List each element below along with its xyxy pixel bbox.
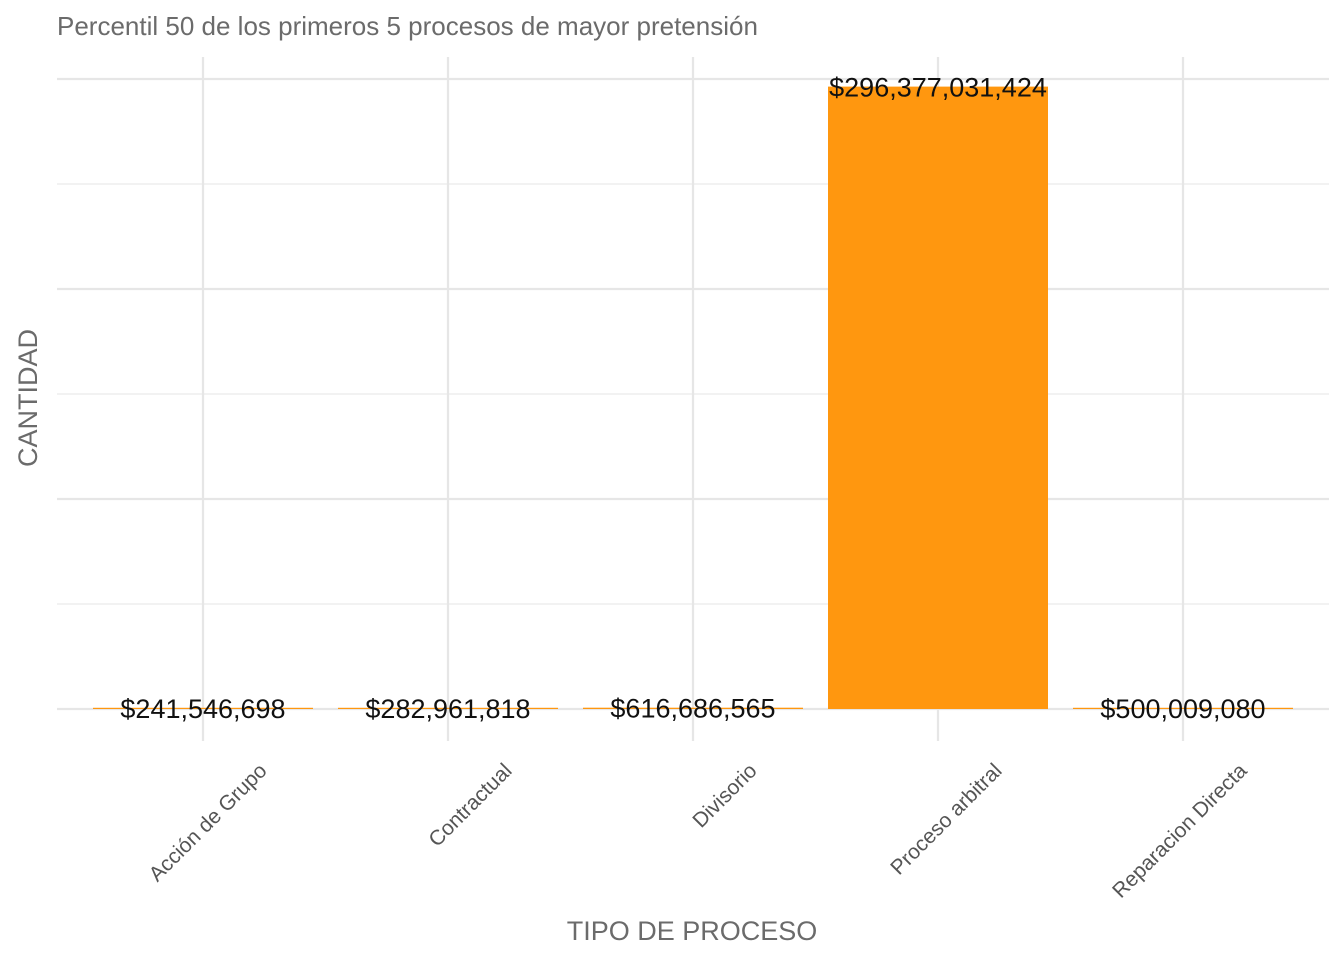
data-labels: $241,546,698 $282,961,818 $616,686,565 $296… bbox=[120, 73, 1265, 724]
data-label-2: $616,686,565 bbox=[610, 694, 775, 724]
data-label-1: $282,961,818 bbox=[365, 694, 530, 724]
data-label-4: $500,009,080 bbox=[1100, 694, 1265, 724]
chart-title: Percentil 50 de los primeros 5 procesos … bbox=[57, 11, 758, 41]
x-axis-title: TIPO DE PROCESO bbox=[567, 916, 818, 946]
data-label-0: $241,546,698 bbox=[120, 694, 285, 724]
x-tick-label-1: Contractual bbox=[424, 759, 516, 851]
bar-3 bbox=[828, 86, 1048, 710]
y-axis-title: CANTIDAD bbox=[13, 329, 43, 467]
bar-2 bbox=[583, 707, 803, 709]
bar-1 bbox=[338, 707, 558, 709]
x-axis-ticks: Acción de Grupo Contractual Divisorio Proce… bbox=[145, 759, 1252, 903]
bars bbox=[93, 86, 1293, 710]
x-tick-label-0: Acción de Grupo bbox=[145, 759, 272, 886]
bar-4 bbox=[1073, 707, 1293, 709]
x-tick-label-3: Proceso arbitral bbox=[886, 759, 1006, 879]
x-tick-label-4: Reparacion Directa bbox=[1108, 759, 1252, 903]
bar-0 bbox=[93, 707, 313, 709]
grid-lines bbox=[57, 57, 1329, 741]
x-tick-label-2: Divisorio bbox=[688, 759, 761, 832]
data-label-3: $296,377,031,424 bbox=[829, 73, 1047, 103]
